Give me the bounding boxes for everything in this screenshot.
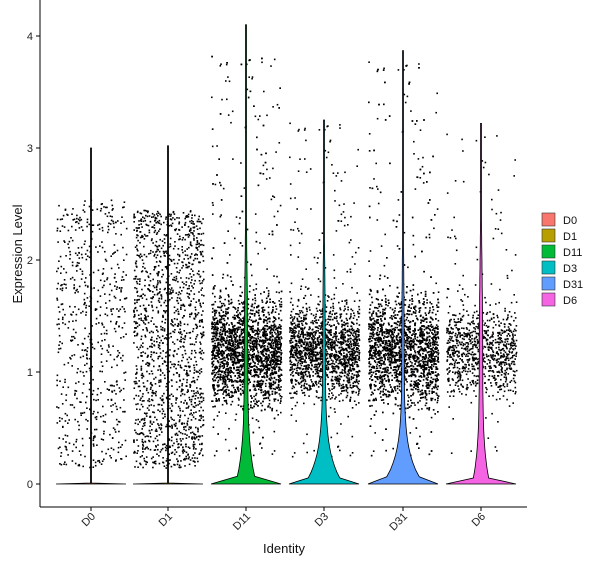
legend-key-D1 xyxy=(541,228,556,243)
legend-key-D11 xyxy=(541,244,556,259)
x-tick-label-D1: D1 xyxy=(157,511,175,529)
legend: D0 D1 D11 D3 D31 D6 xyxy=(541,212,583,307)
legend-label-D11: D11 xyxy=(563,247,582,259)
jitter-points xyxy=(56,55,518,469)
y-tick-label-1: 1 xyxy=(27,367,33,379)
x-tick-label-D6: D6 xyxy=(470,511,488,529)
y-tick-label-3: 3 xyxy=(27,143,33,155)
axes xyxy=(39,0,527,508)
violin-D11 xyxy=(210,24,282,485)
points-D0 xyxy=(56,199,128,469)
y-ticks: 0 1 2 3 4 xyxy=(27,31,40,491)
points-D1 xyxy=(133,209,205,469)
x-ticks: D0 D1 D11 D3 D31 D6 xyxy=(80,507,488,533)
legend-label-D0: D0 xyxy=(563,215,577,227)
legend-label-D6: D6 xyxy=(563,295,577,307)
x-tick-label-D31: D31 xyxy=(387,511,410,534)
legend-label-D3: D3 xyxy=(563,263,577,275)
points-D31 xyxy=(368,61,440,457)
violin-D6 xyxy=(445,123,517,485)
legend-key-D31 xyxy=(541,276,556,291)
y-tick-label-0: 0 xyxy=(27,479,33,491)
legend-key-D6 xyxy=(541,292,556,307)
x-axis-title: Identity xyxy=(263,541,305,556)
y-tick-label-4: 4 xyxy=(27,31,33,43)
x-tick-label-D3: D3 xyxy=(313,511,331,529)
legend-label-D1: D1 xyxy=(563,231,577,243)
y-axis-title: Expression Level xyxy=(10,204,25,303)
violin-D31 xyxy=(367,50,439,485)
violin-D3 xyxy=(288,119,360,485)
legend-label-D31: D31 xyxy=(563,279,583,291)
violins xyxy=(55,24,517,485)
x-tick-label-D0: D0 xyxy=(80,511,98,529)
y-tick-label-2: 2 xyxy=(27,255,33,267)
legend-key-D3 xyxy=(541,260,556,275)
x-tick-label-D11: D11 xyxy=(231,511,253,533)
points-D3 xyxy=(289,122,361,458)
legend-key-D0 xyxy=(541,212,556,227)
